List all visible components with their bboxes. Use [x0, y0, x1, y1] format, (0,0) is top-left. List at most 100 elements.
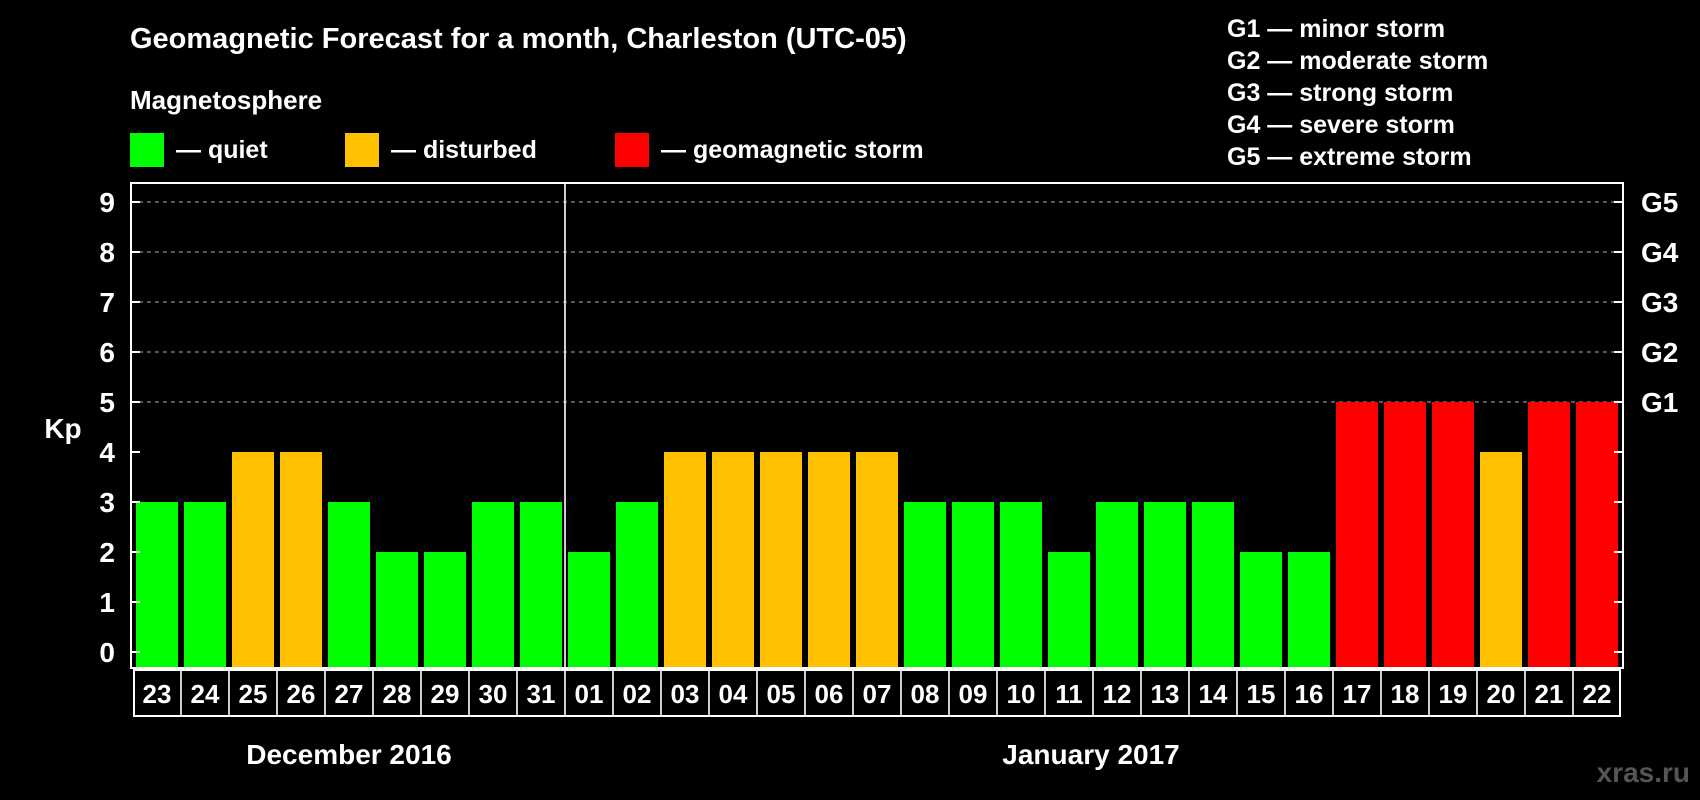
y-tick-label-8: 8 — [99, 237, 115, 268]
date-label-09: 09 — [959, 679, 988, 709]
month-labels: December 2016 January 2017 — [246, 739, 1179, 770]
legend-swatch-quiet — [130, 133, 164, 167]
bar-26 — [280, 452, 322, 667]
date-label-01: 01 — [575, 679, 604, 709]
date-label-13: 13 — [1151, 679, 1180, 709]
bar-02 — [616, 502, 658, 667]
bar-06 — [808, 452, 850, 667]
date-label-17: 17 — [1343, 679, 1372, 709]
date-label-22: 22 — [1583, 679, 1612, 709]
date-label-26: 26 — [287, 679, 316, 709]
date-label-19: 19 — [1439, 679, 1468, 709]
bar-14 — [1192, 502, 1234, 667]
legend-label-storm: — geomagnetic storm — [661, 136, 924, 164]
y-tick-label-3: 3 — [99, 487, 115, 518]
bar-20 — [1480, 452, 1522, 667]
storm-scale-legend: G1 — minor storm G2 — moderate storm G3 — … — [1227, 15, 1488, 171]
bar-28 — [376, 552, 418, 667]
g-level-label-g3: G3 — [1641, 287, 1678, 318]
bar-08 — [904, 502, 946, 667]
date-label-16: 16 — [1295, 679, 1324, 709]
storm-legend-g4: G4 — severe storm — [1227, 111, 1455, 139]
date-label-04: 04 — [719, 679, 748, 709]
bar-09 — [952, 502, 994, 667]
bar-04 — [712, 452, 754, 667]
date-label-03: 03 — [671, 679, 700, 709]
date-label-06: 06 — [815, 679, 844, 709]
bar-15 — [1240, 552, 1282, 667]
bar-10 — [1000, 502, 1042, 667]
storm-legend-g5: G5 — extreme storm — [1227, 143, 1472, 171]
chart-title: Geomagnetic Forecast for a month, Charle… — [130, 23, 907, 55]
status-legend: — quiet — disturbed — geomagnetic storm — [130, 133, 924, 167]
date-label-15: 15 — [1247, 679, 1276, 709]
date-row-frame — [133, 669, 1621, 717]
bar-11 — [1048, 552, 1090, 667]
date-label-24: 24 — [191, 679, 220, 709]
date-label-21: 21 — [1535, 679, 1564, 709]
bar-03 — [664, 452, 706, 667]
y-tick-label-4: 4 — [99, 437, 115, 468]
bar-16 — [1288, 552, 1330, 667]
bar-25 — [232, 452, 274, 667]
bar-21 — [1528, 402, 1570, 667]
month-label-2: January 2017 — [1002, 739, 1179, 770]
g-level-label-g2: G2 — [1641, 337, 1678, 368]
bar-05 — [760, 452, 802, 667]
legend-label-quiet: — quiet — [176, 136, 268, 164]
magnetosphere-subtitle: Magnetosphere — [130, 85, 322, 115]
grid-lines — [131, 201, 1623, 403]
date-label-11: 11 — [1055, 679, 1083, 709]
y-tick-label-7: 7 — [99, 287, 115, 318]
bar-19 — [1432, 402, 1474, 667]
date-label-27: 27 — [335, 679, 364, 709]
date-label-18: 18 — [1391, 679, 1420, 709]
date-label-02: 02 — [623, 679, 652, 709]
bar-07 — [856, 452, 898, 667]
storm-legend-g2: G2 — moderate storm — [1227, 47, 1488, 75]
date-label-07: 07 — [863, 679, 892, 709]
g-level-label-g5: G5 — [1641, 187, 1678, 218]
g-level-label-g4: G4 — [1641, 237, 1679, 268]
bar-30 — [472, 502, 514, 667]
bar-27 — [328, 502, 370, 667]
g-level-label-g1: G1 — [1641, 387, 1678, 418]
date-label-23: 23 — [143, 679, 172, 709]
bar-23 — [136, 502, 178, 667]
storm-level-axis: G5 G4 G3 G2 G1 — [1641, 187, 1679, 418]
y-axis: 0 1 2 3 4 5 6 7 8 9 — [99, 187, 1623, 668]
date-label-14: 14 — [1199, 679, 1228, 709]
bar-01 — [568, 552, 610, 667]
bar-18 — [1384, 402, 1426, 667]
month-label-1: December 2016 — [246, 739, 451, 770]
date-label-12: 12 — [1103, 679, 1132, 709]
bar-22 — [1576, 402, 1618, 667]
plot-frame — [130, 182, 1624, 669]
date-label-28: 28 — [383, 679, 412, 709]
y-tick-label-0: 0 — [99, 637, 115, 668]
date-label-05: 05 — [767, 679, 796, 709]
date-label-10: 10 — [1007, 679, 1036, 709]
legend-label-disturbed: — disturbed — [391, 136, 537, 164]
date-axis: 23 24 25 26 27 28 29 30 31 01 02 03 04 05 06 07 08 09 10 11… — [133, 669, 1621, 717]
bar-13 — [1144, 502, 1186, 667]
y-axis-label: Kp — [44, 413, 81, 444]
legend-swatch-disturbed — [345, 133, 379, 167]
y-tick-label-5: 5 — [99, 387, 115, 418]
y-tick-label-2: 2 — [99, 537, 115, 568]
bar-24 — [184, 502, 226, 667]
bar-series — [136, 183, 1618, 668]
y-tick-label-9: 9 — [99, 187, 115, 218]
legend-swatch-storm — [615, 133, 649, 167]
bar-31 — [520, 502, 562, 667]
watermark: xras.ru — [1597, 757, 1690, 788]
storm-legend-g1: G1 — minor storm — [1227, 15, 1445, 43]
date-label-08: 08 — [911, 679, 940, 709]
date-label-20: 20 — [1487, 679, 1516, 709]
bar-29 — [424, 552, 466, 667]
bar-17 — [1336, 402, 1378, 667]
date-label-25: 25 — [239, 679, 268, 709]
date-label-30: 30 — [479, 679, 508, 709]
bar-12 — [1096, 502, 1138, 667]
